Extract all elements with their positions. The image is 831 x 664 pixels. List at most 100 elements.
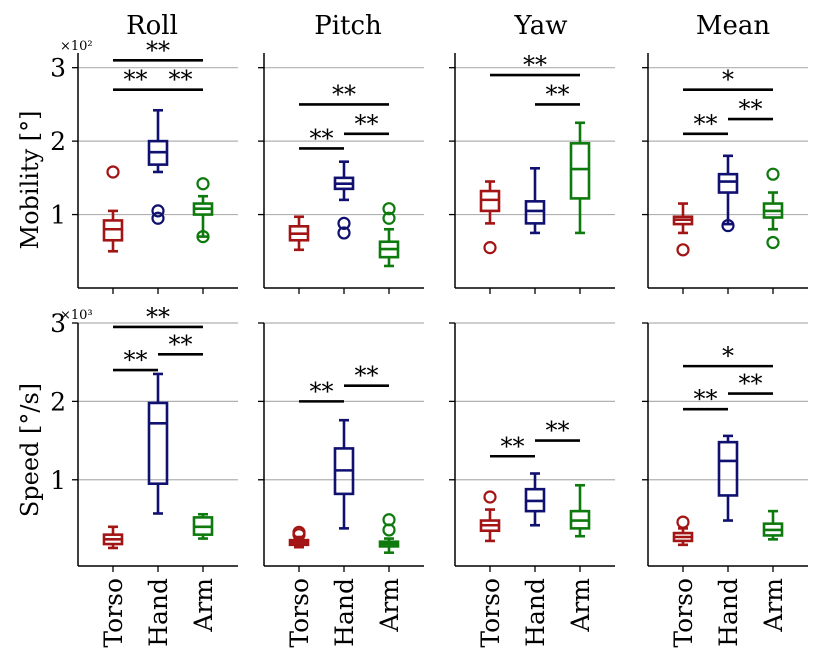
x-tick-label: Hand — [330, 578, 359, 647]
panel-yaw-mobility: **** — [449, 51, 615, 294]
significance-label: ** — [124, 66, 148, 94]
box-torso — [102, 165, 124, 253]
significance-label: ** — [739, 370, 763, 398]
box-torso — [479, 490, 501, 543]
box-iqr — [569, 142, 591, 200]
significance-label: ** — [523, 51, 547, 79]
box-arm — [192, 512, 214, 540]
x-tick-label: Arm — [375, 578, 404, 633]
x-tick-label: Torso — [99, 578, 128, 648]
significance-label: ** — [501, 432, 525, 460]
box-torso — [672, 515, 694, 547]
outlier-point — [766, 235, 780, 250]
outlier-point — [766, 167, 780, 181]
significance-label: ** — [310, 124, 334, 152]
box-iqr — [147, 401, 169, 485]
box-hand — [524, 166, 546, 235]
significance-label: ** — [355, 362, 379, 390]
outlier-point — [106, 165, 120, 179]
x-tick-label: Torso — [285, 578, 314, 648]
outlier-point — [151, 204, 165, 218]
y-tick-label: 2 — [50, 127, 66, 156]
significance-label: ** — [355, 110, 379, 138]
significance-label: ** — [546, 80, 570, 108]
x-tick-label: Hand — [521, 578, 550, 647]
column-title-roll: Roll — [126, 11, 178, 41]
panel-roll-mobility: 123 ** **** — [50, 36, 238, 294]
significance-label: * — [722, 342, 734, 370]
significance-label: ** — [310, 377, 334, 405]
x-tick-label: Torso — [669, 578, 698, 648]
outlier-point — [382, 211, 396, 225]
significance-label: ** — [146, 36, 170, 64]
x-tick-label: Arm — [566, 578, 595, 633]
outlier-point — [151, 211, 165, 225]
box-hand — [717, 434, 739, 522]
box-hand — [147, 372, 169, 515]
box-iqr — [717, 172, 739, 194]
box-hand — [333, 418, 355, 530]
x-tick-label: Arm — [759, 578, 788, 633]
panel-pitch-speed: Torso Hand Arm ** ** — [258, 322, 424, 648]
x-tick-label: Arm — [189, 578, 218, 633]
column-title-pitch: Pitch — [314, 11, 382, 41]
y-tick-label: 2 — [50, 387, 66, 416]
outlier-point — [196, 229, 210, 244]
significance-label: ** — [169, 66, 193, 94]
panel-yaw-speed: Torso Hand Arm ** ** — [449, 322, 615, 648]
significance-label: ** — [694, 385, 718, 413]
box-arm — [378, 202, 400, 268]
significance-label: ** — [146, 303, 170, 331]
significance-label: ** — [124, 346, 148, 374]
y-axis-label-mobility: Mobility [°] — [16, 111, 44, 250]
outlier-point — [292, 525, 306, 539]
outlier-point — [483, 241, 497, 255]
significance-label: ** — [332, 80, 356, 108]
x-tick-label: Torso — [476, 578, 505, 648]
box-torso — [479, 180, 501, 255]
y-tick-label: 3 — [50, 309, 66, 338]
y-tick-label: 1 — [50, 466, 66, 495]
box-hand — [717, 154, 739, 233]
row-labels: Mobility [°] Speed [°/s] ×10² ×10³ — [16, 39, 93, 517]
outlier-point — [196, 177, 210, 191]
panel-pitch-mobility: ****** — [258, 53, 424, 294]
outlier-point — [382, 202, 396, 216]
column-title-mean: Mean — [696, 11, 771, 41]
y-tick-label: 1 — [50, 201, 66, 230]
box-torso — [102, 525, 124, 550]
outlier-point — [721, 218, 735, 233]
box-hand — [333, 160, 355, 240]
significance-label: ** — [694, 110, 718, 138]
panel-mean-mobility: ***** — [642, 53, 808, 294]
box-arm — [378, 513, 400, 554]
box-iqr — [524, 200, 546, 225]
panel-mean-speed: Torso Hand Arm***** — [642, 322, 808, 648]
x-tick-label: Hand — [714, 578, 743, 647]
significance-label: ** — [739, 95, 763, 123]
outlier-point — [676, 515, 690, 529]
outlier-point — [483, 490, 497, 504]
box-hand — [147, 108, 169, 225]
y-axis-multiplier-mobility: ×10² — [60, 39, 93, 54]
box-arm — [762, 509, 784, 541]
x-tick-label: Hand — [144, 578, 173, 647]
outlier-point — [337, 216, 351, 230]
outlier-point — [382, 513, 396, 527]
significance-label: * — [722, 66, 734, 94]
column-titles: Roll Pitch Yaw Mean — [126, 11, 770, 41]
box-arm — [762, 167, 784, 250]
box-arm — [569, 121, 591, 235]
box-arm — [192, 177, 214, 244]
box-torso — [288, 215, 310, 252]
box-torso — [672, 202, 694, 257]
column-title-yaw: Yaw — [514, 11, 568, 41]
significance-label: ** — [169, 330, 193, 358]
box-iqr — [717, 440, 739, 497]
outlier-point — [337, 226, 351, 240]
y-tick-label: 3 — [50, 54, 66, 83]
significance-label: ** — [546, 417, 570, 445]
